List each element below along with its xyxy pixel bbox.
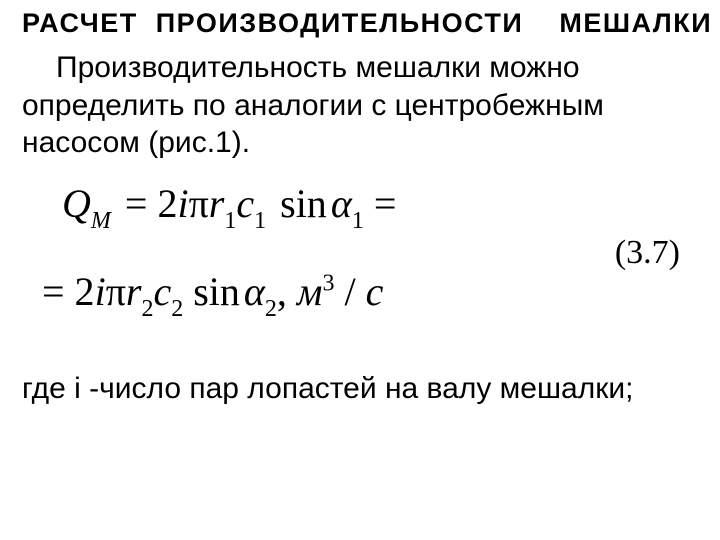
equation-line-1: QM = 2iπr1c1 sinα1 = (62, 180, 396, 233)
equation-line-2: = 2iπr2c2 sinα2, м3 / с (42, 268, 383, 321)
where-paragraph: где i -число пар лопастей на валу мешалк… (22, 370, 698, 408)
equation-number: (3.7) (615, 234, 680, 272)
section-title: РАСЧЕТ ПРОИЗВОДИТЕЛЬНОСТИ МЕШАЛКИ (22, 8, 698, 39)
equation-block: QM = 2iπr1c1 sinα1 = = 2iπr2c2 sinα2, м3… (22, 180, 698, 340)
intro-text: Производительность мешалки можно определ… (22, 51, 604, 159)
intro-paragraph: Производительность мешалки можно определ… (22, 49, 698, 162)
